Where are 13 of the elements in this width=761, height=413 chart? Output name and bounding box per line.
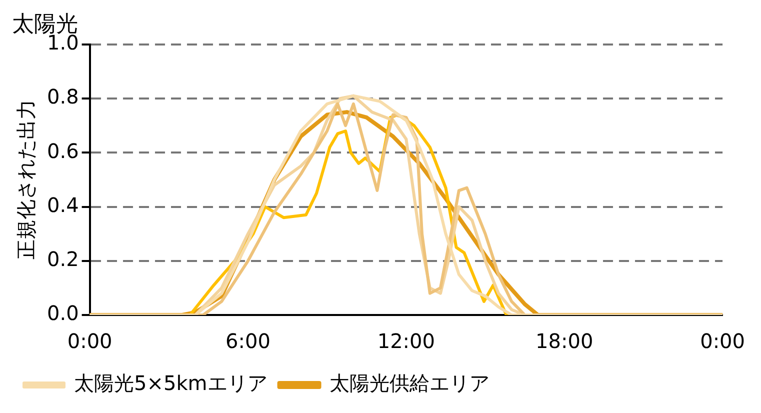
y-tick-label: 0.2 bbox=[46, 247, 79, 272]
x-tick-label: 0:00 bbox=[67, 329, 112, 354]
legend-label: 太陽光供給エリア bbox=[329, 371, 490, 396]
y-tick-label: 0.0 bbox=[46, 301, 79, 326]
x-tick-label: 18:00 bbox=[536, 329, 594, 354]
legend-label: 太陽光5×5kmエリア bbox=[74, 371, 268, 396]
y-tick-label: 0.8 bbox=[46, 84, 79, 109]
y-tick-label: 0.6 bbox=[46, 138, 79, 163]
x-tick-label: 12:00 bbox=[377, 329, 435, 354]
y-tick-label: 0.4 bbox=[46, 192, 79, 217]
x-tick-label: 6:00 bbox=[226, 329, 270, 354]
x-tick-label: 0:00 bbox=[700, 329, 746, 354]
y-axis-title: 正規化された出力 bbox=[14, 100, 38, 260]
